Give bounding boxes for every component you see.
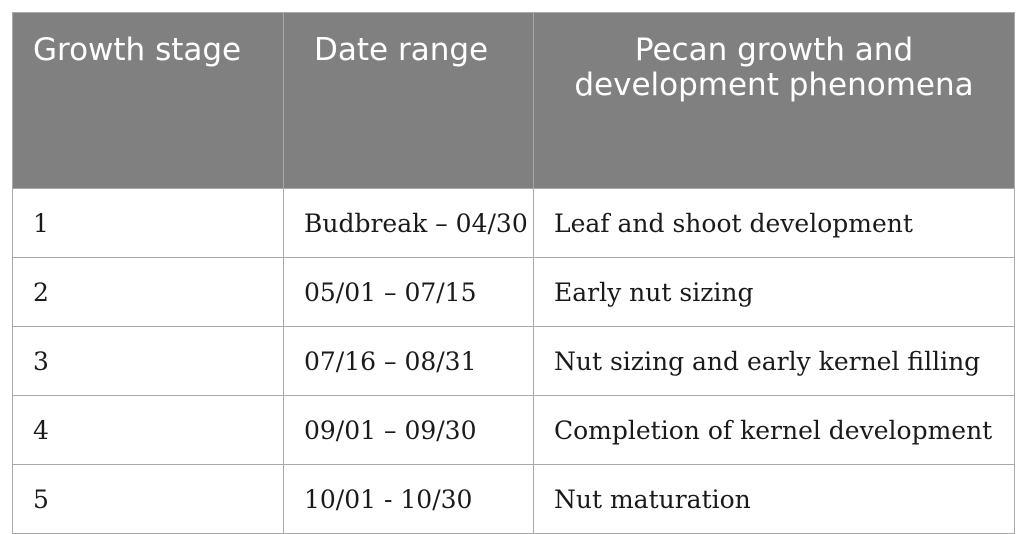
growth-stage-table-container: Growth stage Date range Pecan growth and…: [12, 12, 1015, 534]
table-body: 1 Budbreak – 04/30 Leaf and shoot develo…: [12, 188, 1015, 534]
header-date-range: Date range: [283, 12, 534, 189]
cell-phenomena: Completion of kernel development: [533, 395, 1015, 465]
cell-growth-stage: 3: [12, 326, 284, 396]
cell-date-range: 10/01 - 10/30: [283, 464, 534, 534]
table-row: 5 10/01 - 10/30 Nut maturation: [12, 464, 1015, 534]
table-header: Growth stage Date range Pecan growth and…: [12, 12, 1015, 189]
table-row: 3 07/16 – 08/31 Nut sizing and early ker…: [12, 326, 1015, 396]
cell-date-range: 09/01 – 09/30: [283, 395, 534, 465]
cell-growth-stage: 5: [12, 464, 284, 534]
cell-phenomena: Nut maturation: [533, 464, 1015, 534]
header-growth-stage: Growth stage: [12, 12, 284, 189]
cell-date-range: Budbreak – 04/30: [283, 188, 534, 258]
cell-phenomena: Leaf and shoot development: [533, 188, 1015, 258]
header-row: Growth stage Date range Pecan growth and…: [12, 12, 1015, 189]
table-row: 2 05/01 – 07/15 Early nut sizing: [12, 257, 1015, 327]
table-row: 1 Budbreak – 04/30 Leaf and shoot develo…: [12, 188, 1015, 258]
header-phenomena: Pecan growth and development phenomena: [533, 12, 1015, 189]
cell-growth-stage: 4: [12, 395, 284, 465]
table-row: 4 09/01 – 09/30 Completion of kernel dev…: [12, 395, 1015, 465]
cell-date-range: 05/01 – 07/15: [283, 257, 534, 327]
cell-phenomena: Nut sizing and early kernel filling: [533, 326, 1015, 396]
cell-date-range: 07/16 – 08/31: [283, 326, 534, 396]
cell-growth-stage: 1: [12, 188, 284, 258]
cell-growth-stage: 2: [12, 257, 284, 327]
cell-phenomena: Early nut sizing: [533, 257, 1015, 327]
growth-stage-table: Growth stage Date range Pecan growth and…: [12, 12, 1015, 534]
